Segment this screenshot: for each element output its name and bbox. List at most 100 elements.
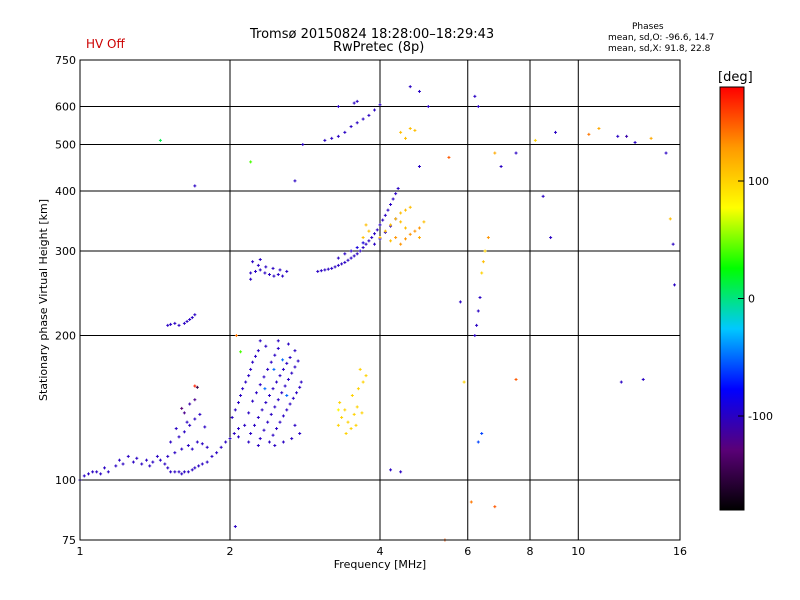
data-point — [367, 113, 371, 117]
data-point — [249, 271, 253, 275]
data-point — [394, 217, 398, 221]
data-point — [354, 423, 358, 427]
data-point — [473, 334, 477, 338]
data-point — [340, 262, 344, 266]
data-point — [182, 411, 186, 415]
y-tick-label: 500 — [55, 139, 76, 152]
data-point — [249, 432, 253, 436]
data-point — [399, 242, 403, 246]
data-point — [256, 349, 260, 353]
data-point — [251, 360, 255, 364]
x-tick-label: 8 — [527, 545, 534, 558]
data-point — [82, 474, 86, 478]
data-point — [367, 239, 371, 243]
data-point — [553, 130, 557, 134]
data-point — [330, 136, 334, 140]
data-point — [236, 435, 240, 439]
y-axis-label: Stationary phase Virtual Height [km] — [37, 199, 50, 401]
data-point — [224, 440, 228, 444]
data-point — [148, 464, 152, 468]
data-point — [275, 427, 279, 431]
data-point — [355, 252, 359, 256]
data-point — [403, 208, 407, 212]
data-point — [262, 375, 266, 379]
data-point — [356, 387, 360, 391]
data-point — [95, 470, 99, 474]
data-point — [473, 94, 477, 98]
data-point — [475, 323, 479, 327]
data-point — [256, 444, 260, 448]
data-point — [117, 458, 121, 462]
data-point — [480, 271, 484, 275]
colorbar-ticks: 100 0 -100 — [738, 175, 773, 423]
data-point — [263, 271, 267, 275]
colorbar-tick-label: 0 — [748, 293, 755, 306]
data-point — [375, 228, 379, 232]
data-point — [396, 186, 400, 190]
phase-stats-o: mean, sd,O: -96.6, 14.7 — [608, 33, 715, 43]
data-point — [340, 415, 344, 419]
data-point — [355, 405, 359, 409]
data-point — [281, 414, 285, 418]
data-point — [186, 444, 190, 448]
data-point — [193, 417, 197, 421]
data-point — [281, 367, 285, 371]
data-point — [278, 420, 282, 424]
data-point — [346, 420, 350, 424]
data-point — [173, 321, 177, 325]
data-point — [163, 462, 167, 466]
data-point — [389, 239, 393, 243]
data-point — [180, 406, 184, 410]
data-point — [476, 105, 480, 109]
data-point — [296, 359, 300, 363]
colorbar-tick-label: -100 — [748, 410, 773, 423]
data-point — [193, 184, 197, 188]
data-point — [91, 470, 95, 474]
data-point — [280, 391, 284, 395]
data-point — [188, 402, 192, 406]
data-point — [399, 211, 403, 215]
data-point — [193, 384, 197, 388]
data-point — [256, 263, 260, 267]
data-point — [349, 125, 353, 129]
data-point — [145, 458, 149, 462]
data-point — [272, 367, 276, 371]
data-point — [173, 470, 177, 474]
y-tick-label: 200 — [55, 330, 76, 343]
data-point — [185, 420, 189, 424]
data-point — [549, 236, 553, 240]
data-point — [190, 316, 194, 320]
data-point — [271, 387, 275, 391]
data-point — [587, 132, 591, 136]
data-point — [166, 323, 170, 327]
data-point — [373, 232, 377, 236]
data-point — [293, 423, 297, 427]
data-point — [256, 415, 260, 419]
data-point — [251, 260, 255, 264]
data-point — [295, 391, 299, 395]
data-point — [533, 138, 537, 142]
data-point — [293, 179, 297, 183]
data-point — [361, 246, 365, 250]
data-point — [370, 236, 374, 240]
data-point — [182, 470, 186, 474]
data-point — [355, 121, 359, 125]
data-point — [195, 385, 199, 389]
data-point — [291, 396, 295, 400]
data-point — [386, 208, 390, 212]
data-point — [198, 412, 202, 416]
data-point — [373, 242, 377, 246]
data-point — [319, 269, 323, 273]
data-point — [344, 432, 348, 436]
data-point — [378, 236, 382, 240]
data-point — [616, 134, 620, 138]
data-point — [174, 427, 178, 431]
data-point — [185, 319, 189, 323]
x-axis-ticks: 1 2 4 6 8 10 16 — [77, 545, 688, 558]
data-point — [462, 380, 466, 384]
data-point — [293, 365, 297, 369]
data-point — [228, 437, 232, 441]
data-point — [182, 430, 186, 434]
data-point — [271, 266, 275, 270]
data-point — [476, 440, 480, 444]
